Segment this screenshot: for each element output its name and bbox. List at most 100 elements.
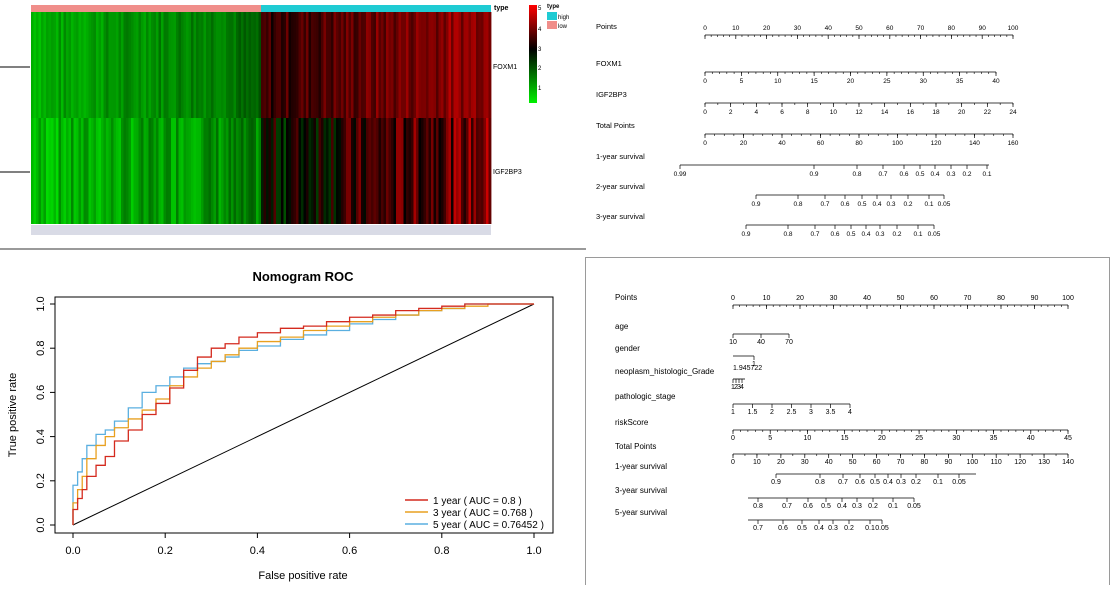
heatmap-cell (328, 118, 332, 224)
heatmap-cell (231, 118, 234, 224)
x-tick-label: 0.4 (250, 545, 265, 557)
heatmap-cell (98, 12, 102, 118)
heatmap-cell (428, 12, 432, 118)
nomogram-tick-label: 70 (917, 25, 925, 32)
heatmap-cell (441, 12, 444, 118)
heatmap-cell (176, 12, 179, 118)
heatmap-cell (273, 12, 277, 118)
heatmap-cell (488, 118, 492, 224)
heatmap-cell (146, 118, 149, 224)
chart-title: Nomogram ROC (252, 269, 354, 284)
heatmap-cell (141, 12, 144, 118)
heatmap-cell (93, 12, 97, 118)
heatmap-cell (396, 118, 399, 224)
nomogram-tick-label: 0.9 (809, 171, 818, 178)
nomogram-tick-label: 70 (897, 459, 905, 466)
heatmap-cell (456, 12, 459, 118)
heatmap-cell (468, 118, 472, 224)
heatmap-cell (356, 118, 359, 224)
heatmap-cell (113, 12, 117, 118)
heatmap-cell (286, 12, 289, 118)
heatmap-cell (143, 118, 147, 224)
heatmap-cell (348, 12, 352, 118)
nomogram-tick-label: 0.05 (928, 231, 941, 238)
heatmap-cell (81, 12, 84, 118)
heatmap-cell (33, 118, 37, 224)
plot-frame (54, 296, 554, 534)
nomogram-tick-label: 4 (740, 384, 744, 391)
nomogram-2-panel: Points 0 10 20 30 40 50 60 70 80 90 100 age 10 40 70 gen… (586, 258, 1109, 585)
nomogram-tick-label: 0.4 (883, 479, 893, 486)
heatmap-cell (423, 12, 427, 118)
heatmap-cell (331, 12, 334, 118)
heatmap-cell (138, 118, 142, 224)
heatmap-cell (348, 118, 352, 224)
heatmap-cell (483, 118, 487, 224)
heatmap-cell (431, 118, 434, 224)
heatmap-cell (483, 12, 487, 118)
heatmap-cell (446, 118, 449, 224)
heatmap-cell (53, 118, 57, 224)
nomogram-tick-label: 0.7 (878, 171, 887, 178)
heatmap-cell (203, 12, 207, 118)
nomogram-tick-label: 60 (817, 140, 825, 147)
nomogram-tick-label: 40 (992, 78, 1000, 85)
nomogram-tick-label: 0.1 (913, 231, 922, 238)
heatmap-cell (466, 12, 469, 118)
heatmap-cell (76, 118, 79, 224)
nomogram-tick-label: 0 (703, 109, 707, 116)
nomogram-row-label: neoplasm_histologic_Grade (615, 367, 715, 376)
heatmap-cell (73, 118, 77, 224)
x-tick-label: 1.0 (526, 545, 541, 557)
heatmap-cell (376, 118, 379, 224)
nomogram-row-label: Points (596, 22, 617, 31)
heatmap-cell (196, 12, 199, 118)
heatmap-cell (88, 12, 92, 118)
heatmap-cell (148, 118, 152, 224)
heatmap-cell (121, 12, 124, 118)
heatmap-cell (86, 118, 89, 224)
nomogram-tick-label: 18 (932, 109, 940, 116)
roc-series-line (72, 303, 534, 525)
heatmap-cell (108, 118, 112, 224)
nomogram-row-label: riskScore (615, 418, 649, 427)
nomogram-tick-label: 50 (849, 459, 857, 466)
nomogram-tick-label: 25 (883, 78, 891, 85)
heatmap-cell (488, 12, 492, 118)
heatmap-cell (193, 12, 197, 118)
heatmap-cell (41, 118, 44, 224)
heatmap-cell (78, 12, 82, 118)
heatmap-cell (276, 12, 279, 118)
heatmap-cell (291, 118, 294, 224)
heatmap-cell (393, 118, 397, 224)
nomogram-tick-label: 60 (873, 459, 881, 466)
annotation-low-segment (31, 5, 261, 12)
nomogram-tick-label: 20 (740, 140, 748, 147)
legend-label: 5 year ( AUC = 0.76452 ) (433, 520, 544, 531)
nomogram-tick-label: 100 (892, 140, 903, 147)
heatmap-cell (388, 118, 392, 224)
heatmap-cell (128, 118, 132, 224)
nomogram-row-label: 1-year survival (596, 152, 645, 161)
heatmap-cell (398, 12, 402, 118)
heatmap-cell (118, 118, 122, 224)
heatmap-cell (96, 118, 99, 224)
nomogram-tick-label: 2 (734, 384, 738, 391)
heatmap-cell (408, 12, 412, 118)
nomogram-row-label: 5-year survival (615, 508, 667, 517)
heatmap-cell (433, 118, 437, 224)
heatmap-cell (316, 118, 319, 224)
heatmap-cell (341, 118, 344, 224)
heatmap-cell (298, 12, 302, 118)
y-tick-label: 0.8 (35, 341, 47, 356)
sample-label-band (31, 225, 491, 235)
nomogram-tick-label: 15 (811, 78, 819, 85)
nomogram-tick-label: 30 (830, 295, 838, 302)
y-axis-label: True positive rate (7, 373, 19, 458)
heatmap-cell (246, 12, 249, 118)
nomogram-tick-label: 0.6 (899, 171, 908, 178)
legend-label: 3 year ( AUC = 0.768 ) (433, 508, 533, 519)
heatmap-cell (41, 12, 44, 118)
heatmap-cell (256, 12, 259, 118)
